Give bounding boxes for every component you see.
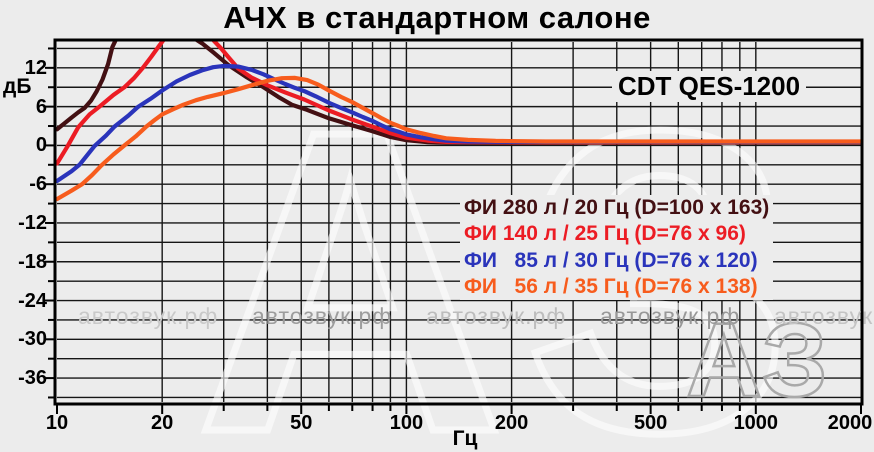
x-tick-label: 50 — [290, 412, 313, 434]
y-tick-label: -24 — [18, 289, 47, 312]
watermark-text: автозвук.рф — [426, 303, 567, 329]
legend-item-0: ФИ 280 л / 20 Гц (D=100 x 163) — [460, 195, 774, 222]
legend-item-1: ФИ 140 л / 25 Гц (D=76 x 96) — [460, 221, 774, 248]
watermark-text: автозвук.рф — [78, 303, 219, 329]
y-tick-label: -18 — [18, 250, 47, 273]
axis-ticks — [45, 47, 862, 414]
watermark-text: автозвук.рф — [600, 303, 741, 329]
y-tick-label: -6 — [29, 173, 47, 196]
legend: ФИ 280 л / 20 Гц (D=100 x 163) ФИ 140 л /… — [460, 195, 774, 301]
x-tick-label: 2000 — [827, 412, 873, 434]
model-label: CDT QES-1200 — [612, 71, 807, 103]
x-tick-label: 20 — [151, 412, 174, 434]
x-axis-unit-label: Гц — [452, 427, 478, 450]
series-curve-3 — [56, 75, 862, 202]
x-tick-label: 10 — [45, 412, 69, 434]
az-logo-watermark: АЗ — [686, 302, 828, 419]
legend-item-3: ФИ 56 л / 35 Гц (D=76 x 138) — [460, 273, 774, 301]
series-curve-1 — [56, 41, 862, 166]
y-tick-label: -30 — [18, 328, 47, 351]
y-tick-label: 12 — [24, 56, 47, 79]
watermark-text: автозвук.рф — [252, 303, 393, 329]
series-curves — [56, 41, 862, 202]
plot-frame — [53, 38, 864, 406]
series-curve-2 — [56, 63, 862, 184]
y-tick-label: 6 — [35, 95, 47, 118]
series-curve-0 — [56, 41, 862, 145]
y-tick-label: -12 — [18, 211, 47, 234]
x-tick-label: 100 — [389, 412, 424, 434]
legend-item-2: ФИ 85 л / 30 Гц (D=76 x 120) — [460, 247, 774, 274]
page-title: АЧХ в стандартном салоне — [223, 0, 651, 35]
x-tick-label: 1000 — [733, 412, 779, 434]
y-tick-label: 0 — [35, 134, 47, 157]
x-tick-label: 500 — [633, 412, 668, 434]
watermark-text: автозвук.рф — [774, 303, 874, 329]
y-tick-label: -36 — [18, 367, 47, 390]
y-axis-unit-label: дБ — [3, 75, 32, 99]
x-tick-label: 200 — [494, 412, 529, 434]
